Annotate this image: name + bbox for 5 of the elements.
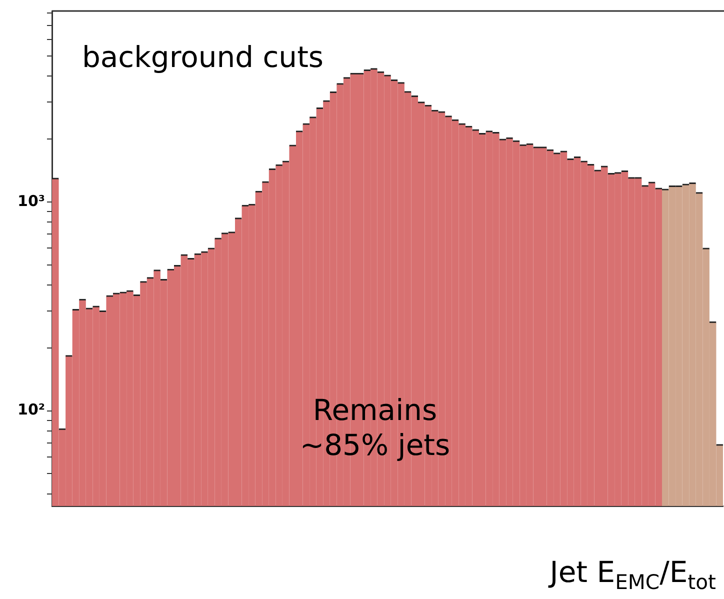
x-axis-title: Jet E$_{EMC}$/E$_{tot}$ [550,555,716,594]
annotation: Remains ~85% jets [298,393,452,463]
y-tick-label: 10³ [18,192,45,210]
y-tick-label: 10² [18,400,45,419]
annotation: background cuts [82,40,325,75]
